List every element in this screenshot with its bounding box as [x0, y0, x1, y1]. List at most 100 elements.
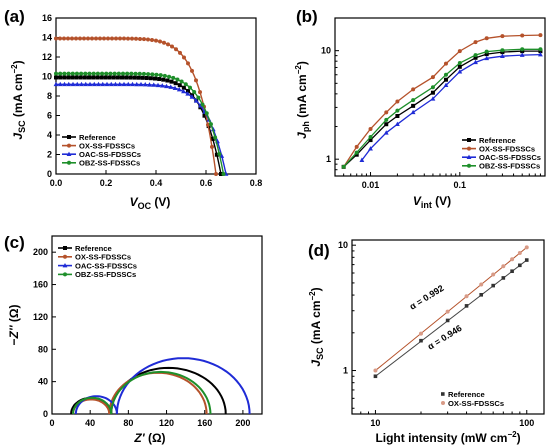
- jv-point: [91, 71, 96, 76]
- jv-point: [150, 37, 154, 42]
- jv-point: [125, 81, 131, 87]
- jv-point: [200, 102, 205, 107]
- data-point: [510, 269, 514, 274]
- legend-marker: [67, 135, 71, 139]
- xlabel-d: Light intensity (mW cm−2): [375, 430, 520, 445]
- jv-point: [210, 144, 214, 149]
- legend-marker: [467, 146, 471, 151]
- nyquist-arc: [108, 371, 208, 415]
- legend-a: ReferenceOX-SS-FDSSCsOAC-SS-FDSSCsOBZ-SS…: [62, 133, 141, 168]
- jph-point: [383, 130, 389, 135]
- jph-point: [341, 164, 346, 169]
- jv-point: [217, 151, 222, 156]
- jv-point: [79, 81, 84, 87]
- jv-point: [148, 76, 153, 81]
- jv-point: [116, 71, 121, 76]
- jph-point: [538, 33, 543, 38]
- jv-point: [188, 85, 192, 90]
- panel-label-b: (b): [296, 7, 318, 26]
- ylabel-a: JSC (mA cm−2): [10, 60, 27, 139]
- y-tick-label: 1: [326, 154, 331, 164]
- jv-point: [120, 75, 124, 80]
- legend-marker: [63, 272, 67, 277]
- legend-label: OAC-SS-FDSSCs: [479, 153, 541, 162]
- y-tick-label: 10: [338, 240, 348, 250]
- jv-point: [213, 135, 218, 140]
- y-tick-label: 160: [33, 280, 48, 290]
- legend-label: OBZ-SS-FDSSCs: [75, 270, 136, 279]
- jv-point: [87, 71, 92, 76]
- jv-point: [130, 81, 135, 87]
- jph-point: [410, 109, 416, 115]
- jv-point: [144, 75, 149, 80]
- jv-point: [79, 71, 84, 76]
- y-tick-label: 10: [42, 72, 52, 82]
- alpha-annotation-ref: α = 0.946: [426, 323, 464, 352]
- series-b: [341, 33, 543, 169]
- jv-point: [161, 77, 166, 82]
- data-point: [491, 283, 495, 288]
- y-tick-label: 0: [43, 409, 48, 419]
- y-tick-label: 80: [38, 344, 48, 354]
- jv-point: [62, 75, 67, 80]
- x-tick-label: 0: [49, 418, 54, 428]
- jv-point: [142, 37, 146, 42]
- legend-marker: [67, 160, 71, 165]
- data-point: [418, 331, 423, 336]
- jv-point: [62, 81, 67, 87]
- jv-point: [66, 81, 72, 87]
- jv-point: [181, 85, 186, 90]
- jv-point: [104, 71, 109, 76]
- jv-point: [134, 36, 138, 41]
- jv-point: [179, 79, 184, 84]
- data-point: [479, 282, 484, 287]
- y-tick-label: 16: [42, 13, 52, 23]
- jv-point: [177, 83, 182, 88]
- jv-point: [136, 75, 141, 80]
- jv-point: [62, 71, 67, 76]
- ticks-c: 0 40 80 120 160 200 0 40 80 120 160 200: [33, 247, 250, 428]
- legend-marker: [63, 246, 67, 250]
- jv-point: [153, 76, 157, 81]
- ticks-d: 10 100 1 10: [338, 240, 534, 428]
- legend-marker: [466, 154, 472, 159]
- legend-label: Reference: [75, 244, 112, 253]
- jv-point: [150, 72, 155, 77]
- jph-point: [457, 69, 463, 74]
- x-tick-label: 100: [519, 418, 534, 428]
- jv-point: [122, 36, 126, 41]
- jv-point: [90, 36, 94, 41]
- legend-label: OX-SS-FDSSCs: [75, 253, 131, 262]
- jv-point: [173, 81, 178, 86]
- ticks-a: 0.0 0.2 0.4 0.6 0.8 0 2 4 6 8 10 12 14 16: [42, 13, 262, 188]
- jv-point: [137, 71, 142, 76]
- data-point: [445, 318, 450, 323]
- jv-point: [214, 152, 219, 157]
- jv-point: [66, 36, 70, 41]
- nyquist-arc: [74, 395, 118, 415]
- jph-point: [395, 108, 400, 113]
- jv-point: [104, 81, 110, 87]
- jv-point: [154, 38, 158, 43]
- jph-point: [354, 150, 359, 155]
- jv-point: [189, 94, 195, 99]
- y-tick-label: 200: [33, 247, 48, 257]
- jph-point: [484, 36, 489, 41]
- jv-point: [159, 83, 165, 88]
- legend-label: Reference: [79, 133, 116, 142]
- jv-point: [83, 71, 88, 76]
- jv-point: [106, 36, 110, 41]
- legend-label: OX-SS-FDSSCs: [479, 144, 535, 153]
- ylabel-c: −Z'' (Ω): [7, 304, 21, 345]
- x-tick-label: 0.8: [250, 178, 263, 188]
- jv-point: [87, 81, 93, 87]
- data-point: [373, 374, 378, 379]
- legend-marker: [62, 263, 68, 268]
- y-tick-label: 0: [47, 169, 52, 179]
- x-tick-label: 160: [197, 418, 212, 428]
- jv-point: [194, 78, 198, 83]
- x-tick-label: 0.1: [454, 180, 467, 190]
- legend-marker: [66, 151, 72, 156]
- jv-point: [146, 37, 150, 42]
